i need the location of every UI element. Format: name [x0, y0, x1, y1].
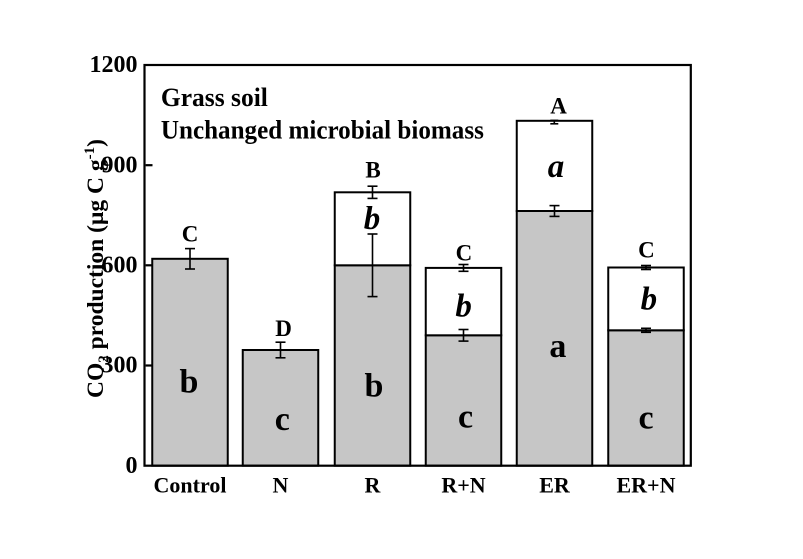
svg-text:b: b: [455, 288, 472, 324]
svg-text:b: b: [641, 282, 658, 318]
svg-text:a: a: [549, 328, 566, 365]
svg-text:A: A: [550, 93, 567, 118]
svg-text:R+N: R+N: [441, 473, 485, 498]
svg-text:0: 0: [126, 453, 138, 479]
svg-text:900: 900: [102, 152, 138, 178]
svg-text:ER: ER: [539, 473, 571, 498]
svg-text:600: 600: [102, 252, 138, 278]
svg-text:c: c: [275, 401, 290, 438]
svg-text:N: N: [273, 473, 289, 498]
svg-text:C: C: [182, 222, 199, 247]
svg-text:C: C: [456, 241, 473, 266]
svg-text:Control: Control: [154, 473, 227, 498]
svg-text:Unchanged microbial biomass: Unchanged microbial biomass: [161, 116, 484, 145]
svg-text:B: B: [365, 158, 380, 183]
svg-text:b: b: [179, 364, 198, 401]
svg-text:CO2 production (µg C g-1): CO2 production (µg C g-1): [82, 139, 112, 398]
svg-text:1200: 1200: [90, 52, 138, 78]
svg-text:b: b: [364, 201, 381, 237]
svg-text:D: D: [275, 316, 292, 341]
svg-text:ER+N: ER+N: [617, 473, 676, 498]
svg-text:a: a: [548, 149, 565, 185]
svg-text:300: 300: [102, 353, 138, 379]
svg-text:R: R: [365, 473, 382, 498]
svg-text:b: b: [365, 368, 384, 405]
svg-text:C: C: [638, 237, 655, 262]
svg-text:Grass soil: Grass soil: [161, 83, 268, 112]
svg-text:c: c: [638, 400, 653, 437]
svg-text:c: c: [458, 399, 473, 436]
